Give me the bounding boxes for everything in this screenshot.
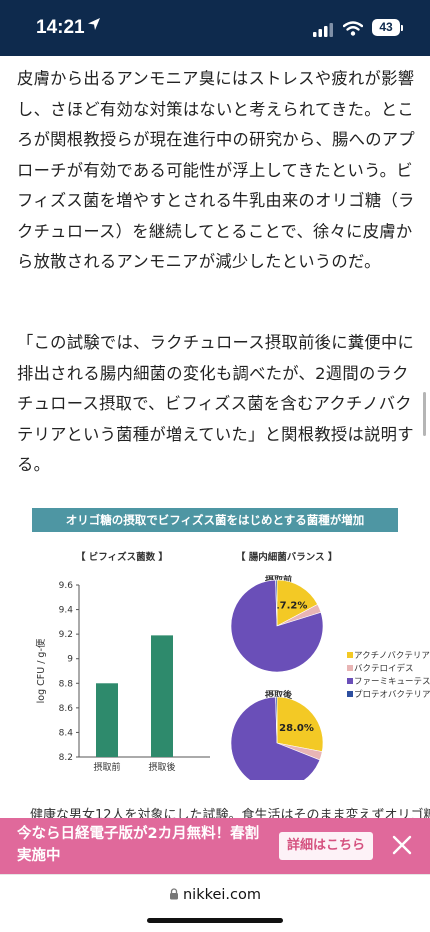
close-icon[interactable] bbox=[389, 832, 415, 858]
bar-chart-heading: 【 ビフィズス菌数 】 bbox=[76, 552, 168, 563]
promo-banner: 今なら日経電子版が2カ月無料！春割実施中 詳細はこちら bbox=[0, 818, 430, 874]
page-scrollbar[interactable] bbox=[423, 392, 426, 436]
legend-swatch-firmicutes bbox=[347, 678, 353, 684]
legend-label-actinobacteria: アクチノバクテリア bbox=[354, 651, 430, 661]
url-text: nikkei.com bbox=[182, 887, 262, 903]
status-bar: 14:21 43 bbox=[0, 0, 430, 56]
legend-swatch-proteobacteria bbox=[347, 691, 353, 697]
bar-after bbox=[151, 635, 173, 757]
pie-after-title: 摂取後 bbox=[265, 691, 293, 701]
bar-chart-ytick-label: 8.8 bbox=[59, 679, 74, 689]
bar-chart-category-label: 摂取前 bbox=[93, 761, 120, 773]
battery-tip bbox=[401, 25, 403, 31]
pie-chart-heading: 【 腸内細菌バランス 】 bbox=[236, 552, 338, 563]
pie-before-slice-actinobacteria bbox=[276, 579, 318, 627]
wifi-icon bbox=[342, 21, 364, 40]
bar-chart-ytick-label: 8.6 bbox=[59, 704, 74, 714]
battery-icon: 43 bbox=[372, 19, 400, 36]
pie-after-slice-actinobacteria bbox=[276, 696, 324, 752]
pie-after-data-label: 28.0% bbox=[279, 723, 314, 734]
article-paragraph-2: 「この試験では、ラクチュロース摂取前後に糞便中に排出される腸内細菌の変化も調べた… bbox=[17, 333, 415, 474]
pie-after-slice-firmicutes bbox=[230, 696, 321, 780]
cellular-signal-icon bbox=[313, 22, 335, 41]
legend-label-bacteroides: バクテロイデス bbox=[354, 664, 414, 674]
bar-chart-y-label: log CFU / g-便 bbox=[35, 638, 47, 703]
bar-before bbox=[96, 683, 118, 757]
pie-after-slice-proteobacteria bbox=[275, 696, 278, 744]
bar-chart-ytick-label: 9.4 bbox=[59, 606, 74, 616]
address-bar[interactable]: nikkei.com bbox=[0, 887, 430, 904]
promo-details-button[interactable]: 詳細はこちら bbox=[279, 832, 373, 860]
bar-chart-category-label: 摂取後 bbox=[148, 761, 175, 773]
status-time: 14:21 bbox=[36, 17, 85, 38]
promo-text: 今なら日経電子版が2カ月無料！春割実施中 bbox=[17, 826, 260, 864]
browser-bottom-bar: nikkei.com bbox=[0, 874, 430, 932]
article-paragraph-1: 皮膚から出るアンモニア臭にはストレスや疲れが影響し、さほど有効な対策はないと考え… bbox=[17, 69, 415, 271]
bar-chart-ytick-label: 8.2 bbox=[59, 753, 73, 763]
legend-swatch-actinobacteria bbox=[347, 652, 353, 658]
figure-banner: オリゴ糖の摂取でビフィズス菌をはじめとする菌種が増加 bbox=[32, 508, 398, 532]
home-indicator[interactable] bbox=[147, 918, 283, 923]
bar-chart-ytick-label: 9.6 bbox=[59, 581, 74, 591]
bar-chart-ytick-label: 9 bbox=[67, 655, 73, 665]
location-arrow-icon bbox=[86, 16, 102, 36]
legend-swatch-bacteroides bbox=[347, 665, 353, 671]
lock-icon bbox=[169, 888, 179, 904]
pie-before-slice-proteobacteria bbox=[275, 579, 278, 627]
legend-label-firmicutes: ファーミキューテス bbox=[354, 677, 430, 687]
bar-chart-ytick-label: 8.4 bbox=[59, 728, 74, 738]
pie-before-data-label: 17.2% bbox=[273, 600, 308, 611]
legend-label-proteobacteria: プロテオバクテリア bbox=[354, 690, 430, 700]
article-figure: オリゴ糖の摂取でビフィズス菌をはじめとする菌種が増加 【 ビフィズス菌数 】 【… bbox=[32, 508, 430, 780]
bar-chart-ytick-label: 9.2 bbox=[59, 630, 73, 640]
